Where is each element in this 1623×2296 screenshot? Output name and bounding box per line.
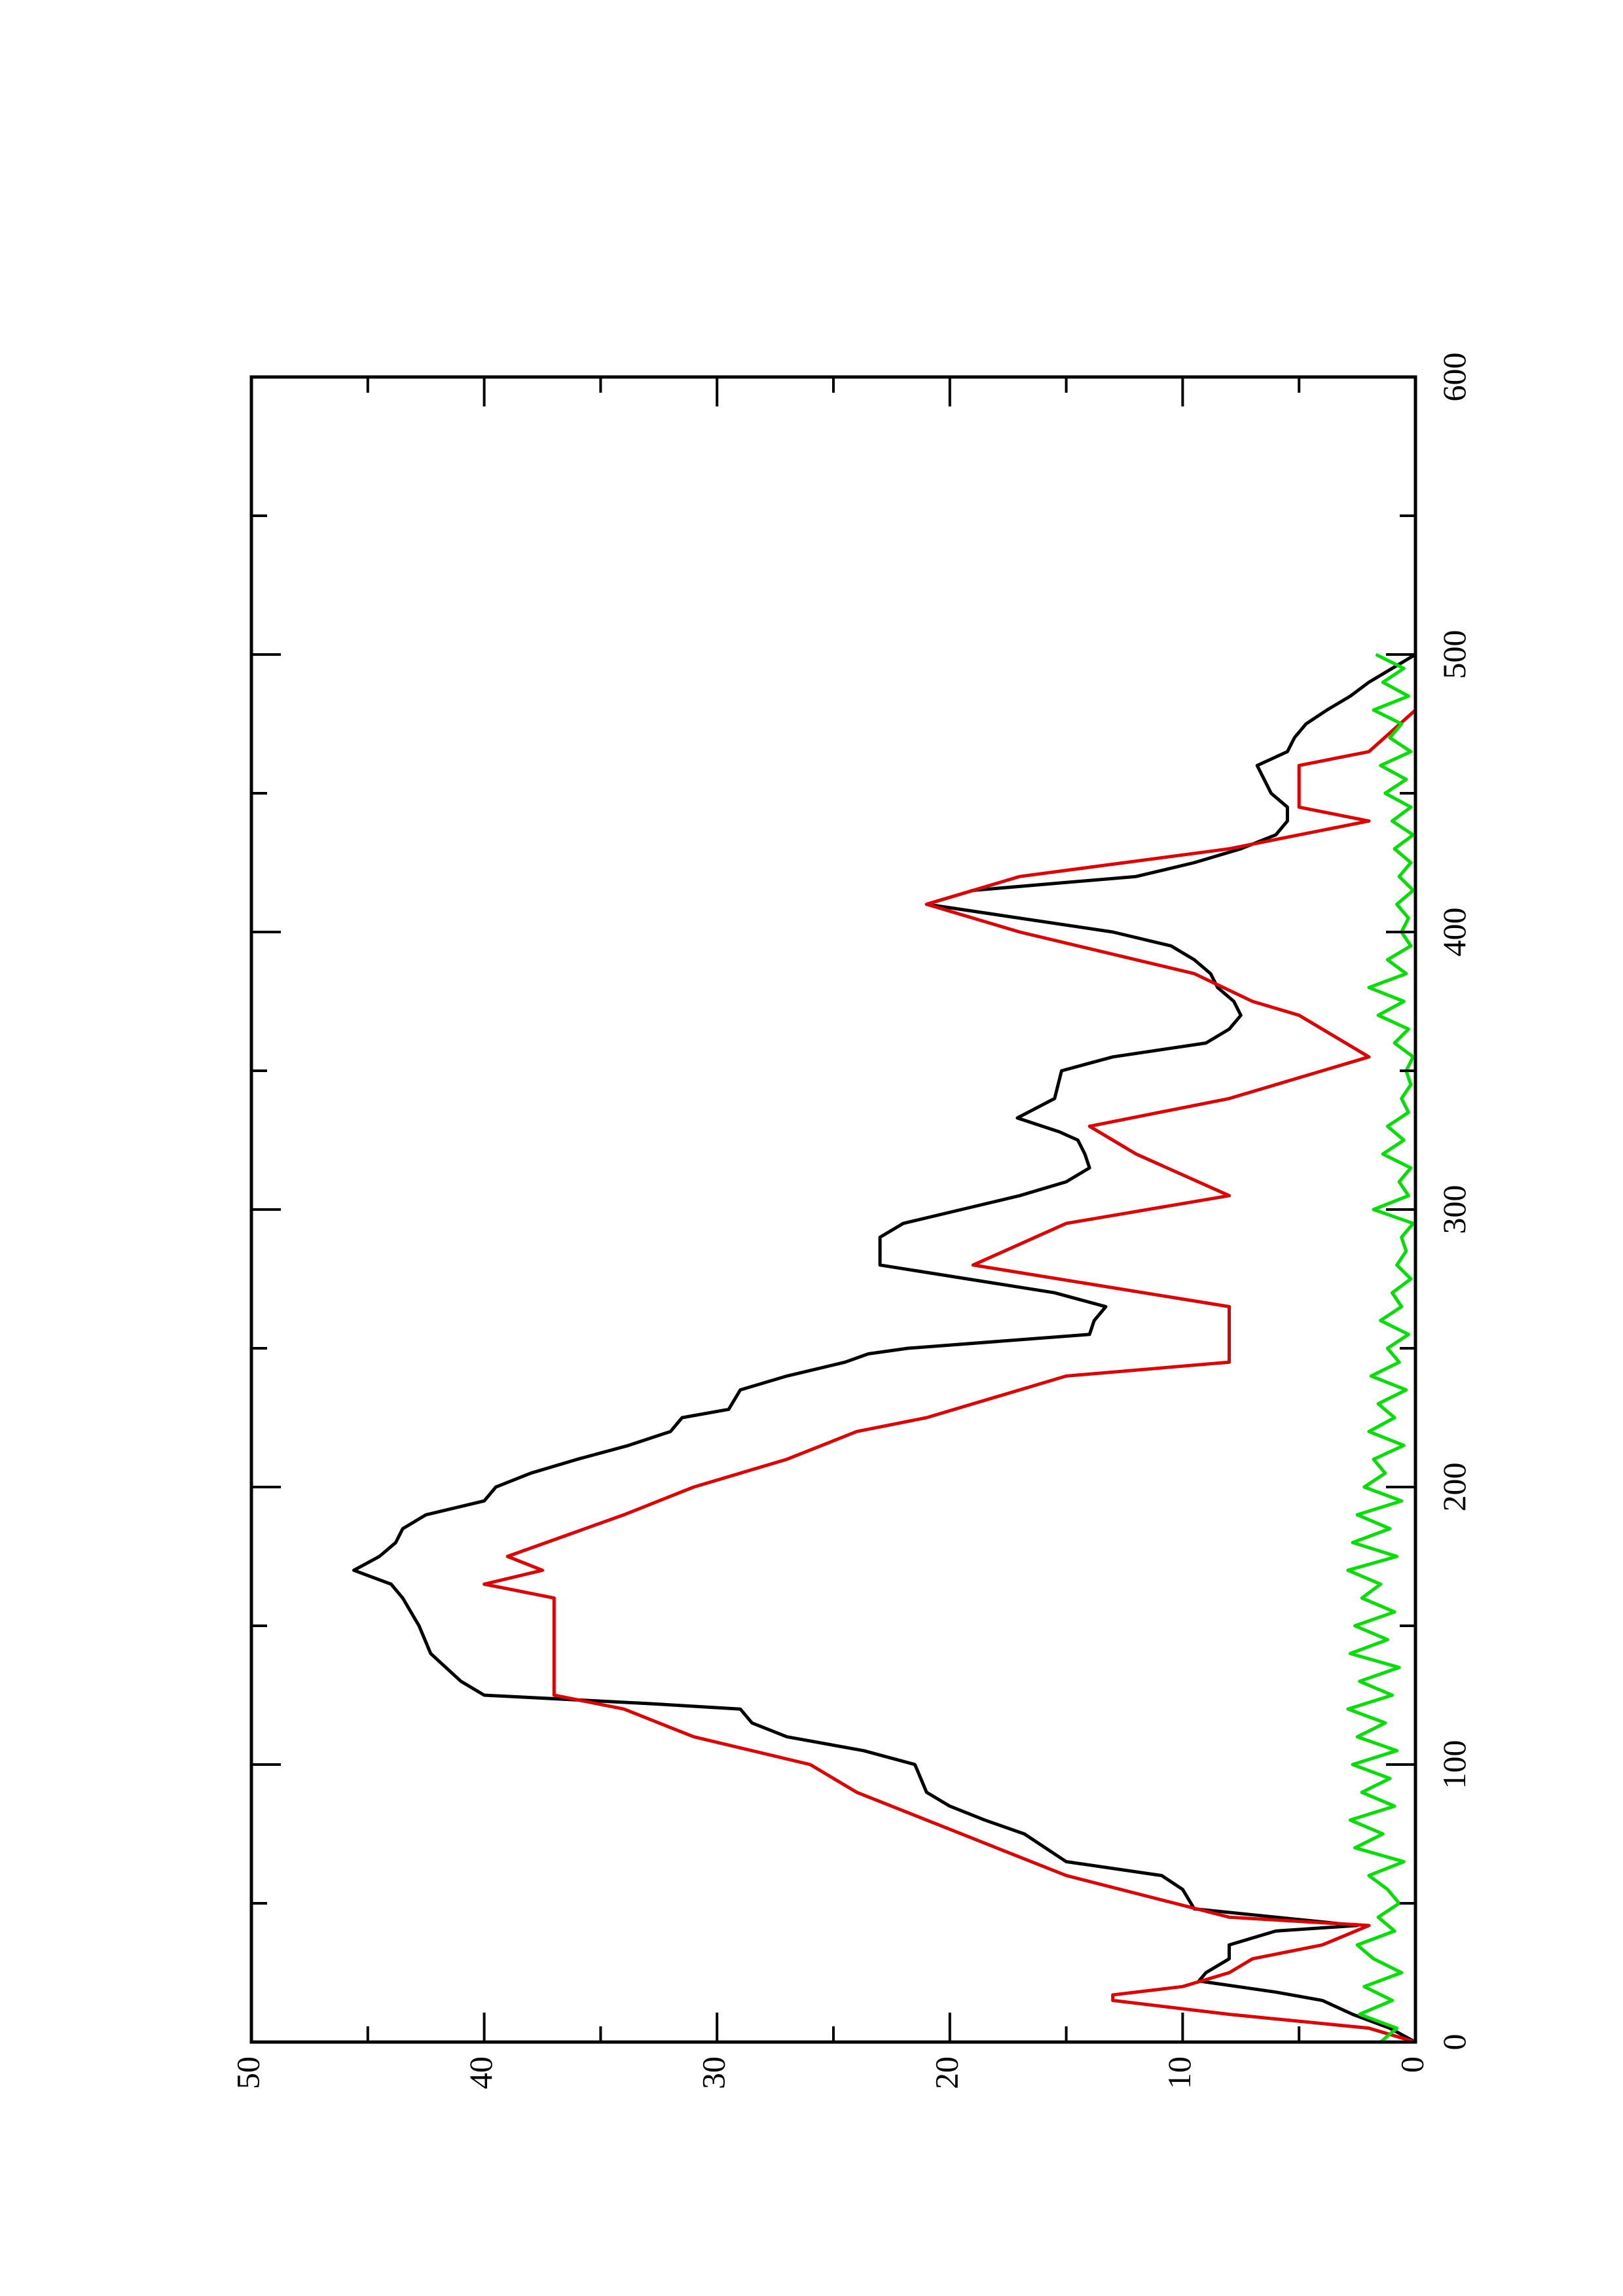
data-line [1346, 653, 1415, 2043]
y-tick-label: 20 [928, 2056, 964, 2089]
y-tick-label: 40 [462, 2056, 499, 2089]
x-tick-label: 0 [1436, 2034, 1472, 2051]
y-tick-label: 50 [229, 2056, 266, 2089]
y-tick-label: 30 [695, 2056, 732, 2089]
x-tick-label: 300 [1436, 1185, 1472, 1234]
x-tick-label: 600 [1436, 353, 1472, 402]
y-tick-label: 0 [1393, 2056, 1430, 2073]
x-tick-label: 400 [1436, 908, 1472, 957]
data-line [483, 708, 1417, 2044]
x-tick-label: 200 [1436, 1463, 1472, 1512]
x-tick-label: 500 [1436, 630, 1472, 679]
plot: 0 100 200 300 400 500 600 0 10 20 30 40 50 [229, 353, 1472, 2090]
data-line [352, 653, 1417, 2044]
plot-frame [249, 375, 1417, 2044]
y-tick-label: 10 [1161, 2056, 1197, 2089]
x-tick-label: 100 [1436, 1740, 1472, 1789]
